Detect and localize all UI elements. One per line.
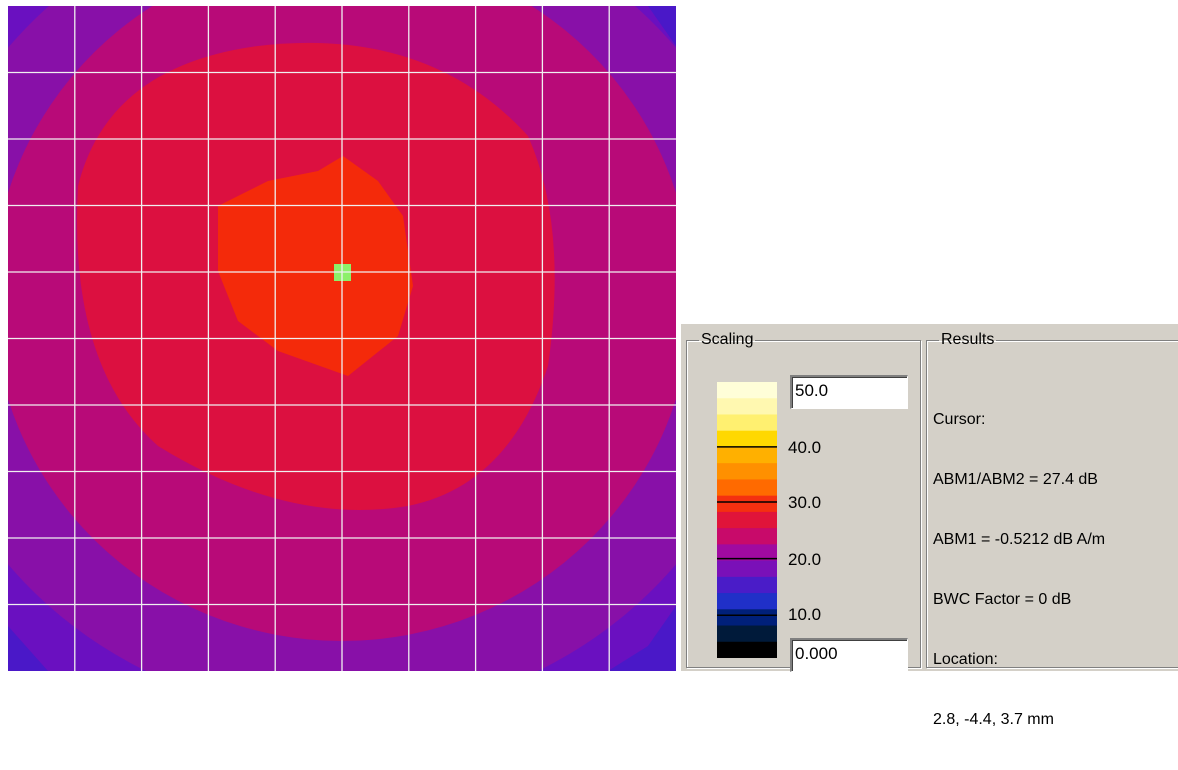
- color-band: [717, 544, 777, 562]
- color-band: [717, 382, 777, 399]
- scale-tick-10: 10.0: [788, 605, 822, 624]
- results-line-location-value: 2.8, -4.4, 3.7 mm: [933, 711, 1054, 728]
- color-band: [717, 528, 777, 545]
- results-group: Results Cursor: ABM1/ABM2 = 27.4 dB ABM1…: [926, 331, 1178, 728]
- color-band: [717, 641, 777, 658]
- color-band: [717, 463, 777, 480]
- scale-tick-20: 20.0: [788, 550, 822, 569]
- side-panel: Scaling 50.0 40.0 30.0 20.0 10.0 0.000 R…: [680, 323, 1178, 728]
- min-scale-input[interactable]: 0.000: [790, 638, 908, 672]
- color-band: [717, 560, 777, 578]
- results-line-bwc-factor: BWC Factor = 0 dB: [933, 591, 1072, 608]
- results-legend: Results: [941, 331, 995, 348]
- color-band: [717, 609, 777, 627]
- color-band: [717, 414, 777, 432]
- scaling-group: Scaling 50.0 40.0 30.0 20.0 10.0 0.000: [686, 331, 921, 672]
- field-heatmap[interactable]: [8, 6, 676, 671]
- color-band: [717, 479, 777, 497]
- max-scale-input[interactable]: 50.0: [790, 375, 908, 409]
- color-band: [717, 446, 777, 464]
- scale-tick-40: 40.0: [788, 438, 822, 457]
- scale-tick-30: 30.0: [788, 493, 822, 512]
- color-band: [717, 430, 777, 448]
- color-band: [717, 593, 777, 610]
- scaling-legend: Scaling: [701, 331, 754, 348]
- results-line-abm1: ABM1 = -0.5212 dB A/m: [933, 531, 1106, 548]
- results-line-location-label: Location:: [933, 651, 998, 668]
- color-band: [717, 625, 777, 643]
- color-band: [717, 511, 777, 529]
- color-band: [717, 495, 777, 513]
- results-line-cursor: Cursor:: [933, 411, 986, 428]
- results-line-abm-ratio: ABM1/ABM2 = 27.4 dB: [933, 471, 1098, 488]
- results-text: Cursor: ABM1/ABM2 = 27.4 dB ABM1 = -0.52…: [933, 370, 1105, 770]
- color-band: [717, 576, 777, 594]
- heatmap-core-zone: [218, 156, 413, 376]
- color-scale-bar: [717, 382, 777, 658]
- heatmap-grid: [8, 6, 676, 671]
- color-band: [717, 398, 777, 415]
